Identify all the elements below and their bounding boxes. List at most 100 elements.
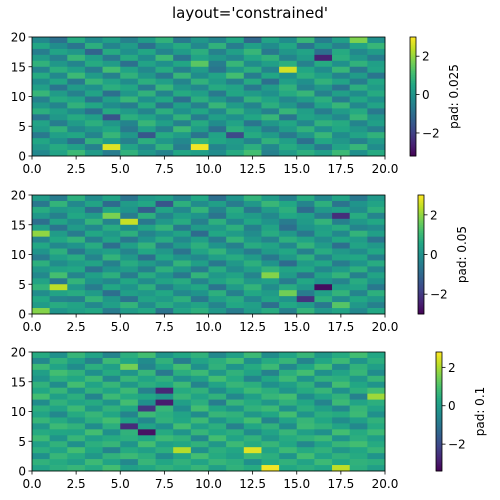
colorbar-segment [418, 264, 424, 267]
heatmap-cell [349, 411, 368, 418]
heatmap-cell [102, 126, 121, 133]
heatmap-cell [349, 405, 368, 412]
heatmap-cell [120, 150, 139, 157]
colorbar-segment [410, 40, 416, 44]
heatmap-cell [32, 102, 50, 109]
heatmap-cell [349, 78, 368, 85]
heatmap-cell [296, 206, 315, 214]
heatmap-cell [367, 54, 386, 62]
heatmap-cell [137, 405, 156, 412]
heatmap-cell [261, 453, 280, 460]
heatmap-cell [314, 447, 333, 454]
heatmap-cell [261, 290, 280, 297]
heatmap-cell [243, 48, 262, 56]
heatmap-cell [102, 441, 121, 448]
heatmap-cell [243, 369, 262, 377]
heatmap-cell [155, 411, 174, 418]
heatmap-cell [279, 224, 298, 232]
heatmap-cell [314, 242, 333, 249]
heatmap-cell [296, 48, 315, 56]
heatmap-cell [226, 126, 245, 133]
heatmap-cell [67, 429, 86, 436]
heatmap-cell [367, 405, 386, 412]
heatmap-cell [120, 37, 139, 44]
heatmap-cell [137, 102, 156, 109]
heatmap-cell [155, 90, 174, 97]
heatmap-cell [279, 90, 298, 97]
heatmap-cell [173, 296, 192, 303]
heatmap-cell [137, 195, 156, 202]
heatmap-cell [208, 393, 227, 400]
heatmap-cell [102, 102, 121, 109]
y-tick-label: 15 [11, 218, 26, 232]
heatmap-cell [226, 290, 245, 297]
heatmap-cell [32, 296, 50, 303]
colorbar-segment [418, 258, 424, 261]
heatmap-cell [155, 308, 174, 315]
heatmap-cell [367, 144, 386, 151]
heatmap-cell [84, 369, 103, 377]
heatmap-cell [367, 272, 386, 279]
heatmap-cell [279, 260, 298, 267]
heatmap-cell [261, 224, 280, 232]
heatmap-cell [349, 90, 368, 97]
colorbar-segment [410, 106, 416, 109]
heatmap-cell [261, 423, 280, 430]
colorbar-segment [436, 423, 442, 426]
heatmap-cell [296, 138, 315, 145]
heatmap-cell [367, 260, 386, 267]
heatmap-cell [226, 296, 245, 303]
heatmap-cell [367, 200, 386, 208]
heatmap-cell [155, 302, 174, 309]
heatmap-cell [49, 224, 68, 232]
heatmap-cell [261, 230, 280, 237]
colorbar-segment [436, 413, 442, 416]
heatmap-cell [32, 272, 50, 279]
heatmap-cell [296, 254, 315, 261]
heatmap-cell [314, 144, 333, 151]
heatmap-cell [137, 254, 156, 261]
colorbar-segment [418, 310, 424, 313]
heatmap-cell [137, 357, 156, 365]
heatmap-cell [67, 387, 86, 394]
heatmap-cell [120, 441, 139, 448]
heatmap-cell [349, 357, 368, 365]
heatmap-cell [84, 242, 103, 249]
heatmap-cell [120, 218, 139, 226]
heatmap-cell [120, 429, 139, 436]
heatmap-cell [332, 296, 351, 303]
y-tick-label: 15 [11, 375, 26, 389]
heatmap-cell [155, 206, 174, 214]
heatmap-cell [190, 108, 209, 115]
heatmap-cell [261, 48, 280, 56]
colorbar-segment [418, 284, 424, 287]
heatmap-cell [332, 108, 351, 115]
heatmap-cell [49, 260, 68, 267]
heatmap-cell [332, 60, 351, 68]
heatmap-cell [173, 375, 192, 383]
heatmap-cell [261, 195, 280, 202]
heatmap-cell [173, 459, 192, 466]
heatmap-cell [349, 441, 368, 448]
heatmap-cell [49, 144, 68, 151]
colorbar-segment [436, 352, 442, 355]
heatmap-cell [67, 230, 86, 237]
colorbar-segment [418, 234, 424, 238]
heatmap-cell [120, 411, 139, 418]
heatmap-cell [367, 114, 386, 121]
heatmap-cell [243, 96, 262, 103]
heatmap-cell [137, 66, 156, 74]
heatmap-cell [102, 260, 121, 267]
heatmap-cell [137, 290, 156, 297]
heatmap-cell [314, 284, 333, 291]
colorbar-segment [436, 427, 442, 430]
heatmap-cell [190, 54, 209, 62]
colorbar-segment [410, 134, 416, 137]
heatmap-cell [208, 453, 227, 460]
x-tick-label: 5.0 [111, 477, 130, 491]
heatmap-cell [84, 290, 103, 297]
heatmap-cell [49, 352, 68, 359]
heatmap-cell [155, 138, 174, 145]
heatmap-cell [190, 206, 209, 214]
heatmap-cell [173, 224, 192, 232]
